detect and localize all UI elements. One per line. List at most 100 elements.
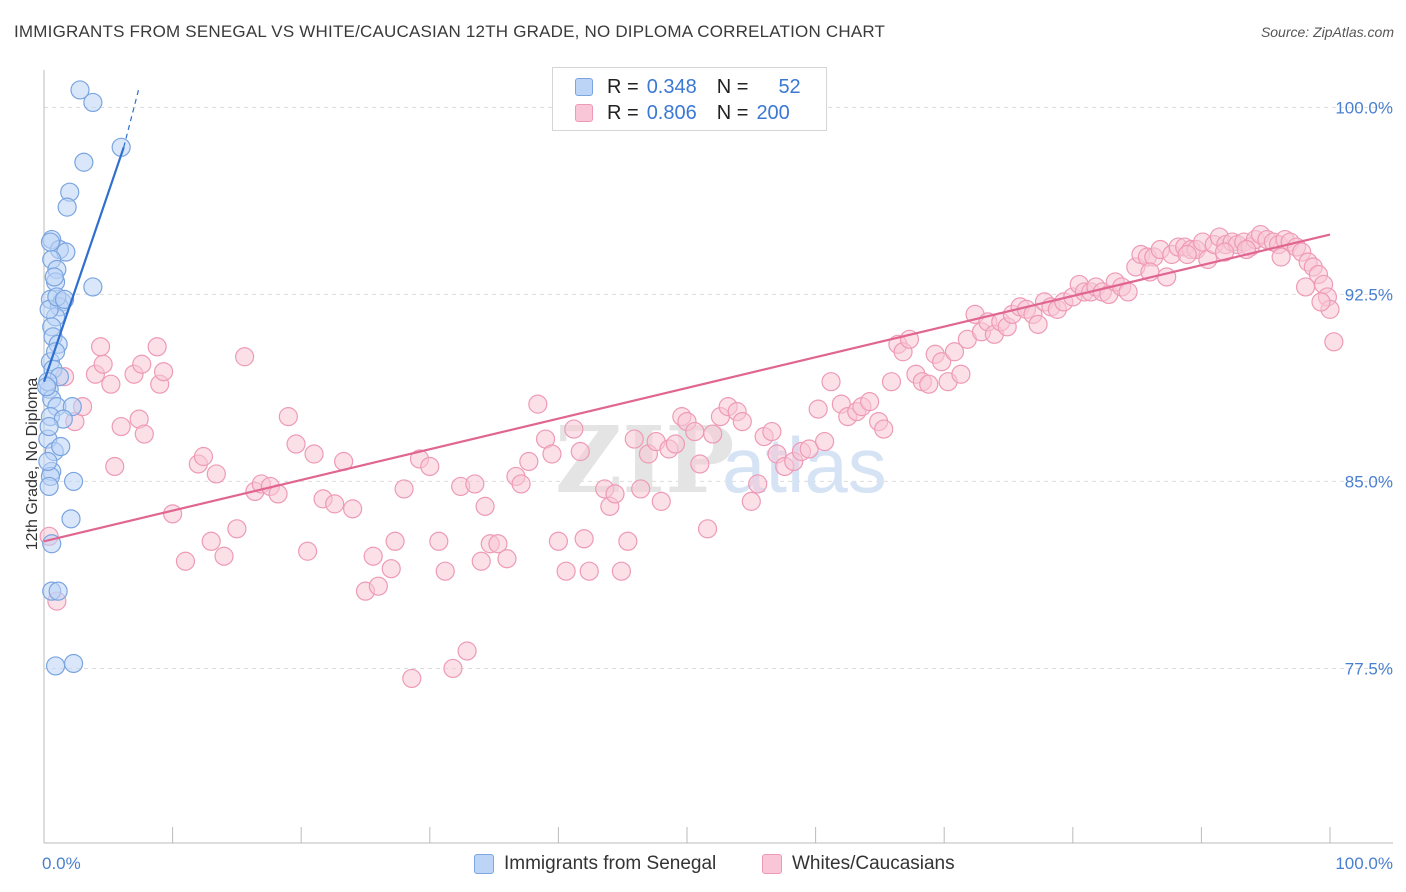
data-point <box>511 474 531 494</box>
data-point <box>93 354 113 374</box>
data-point <box>951 364 971 384</box>
bottom-legend-swatch-pink <box>762 854 782 874</box>
x-tick-labels: 0.0% 100.0% <box>42 854 1393 873</box>
chart-title: IMMIGRANTS FROM SENEGAL VS WHITE/CAUCASI… <box>14 22 886 41</box>
legend-n-label: N = <box>716 75 749 98</box>
data-point <box>542 444 562 464</box>
legend-r-label: R = <box>607 101 639 124</box>
data-point <box>748 474 768 494</box>
data-point <box>1271 247 1291 267</box>
data-point <box>402 668 422 689</box>
data-point <box>105 456 125 477</box>
data-point <box>1214 242 1235 262</box>
data-point <box>631 479 651 499</box>
data-point <box>134 424 154 444</box>
data-point <box>1311 292 1331 312</box>
data-point <box>690 454 710 474</box>
legend-r-value: 0.348 <box>646 75 697 98</box>
data-point <box>63 653 84 674</box>
data-point <box>808 399 828 419</box>
data-point <box>1295 277 1316 297</box>
y-tick-label: 77.5% <box>1345 659 1393 678</box>
data-point <box>206 464 226 484</box>
trend-line-extension <box>123 87 140 148</box>
data-point <box>579 561 599 581</box>
data-point <box>57 197 77 217</box>
data-point <box>147 337 167 357</box>
data-point <box>881 372 902 392</box>
data-point <box>39 476 59 497</box>
legend-swatch-blue <box>575 78 593 96</box>
data-point <box>101 374 121 394</box>
legend-swatch-pink <box>575 104 593 122</box>
data-points <box>36 80 1344 689</box>
data-point <box>286 434 306 454</box>
data-point <box>201 531 221 551</box>
data-point <box>651 491 671 511</box>
data-point <box>45 342 66 362</box>
data-point <box>39 416 59 437</box>
data-point <box>343 499 363 519</box>
data-point <box>519 451 539 472</box>
data-point <box>548 531 569 551</box>
data-point <box>83 277 103 297</box>
data-point <box>821 372 841 392</box>
data-point <box>44 267 64 287</box>
gridlines <box>44 106 1393 669</box>
source-label: Source: ZipAtlas.com <box>1260 24 1394 40</box>
data-point <box>304 444 324 464</box>
y-tick-labels: 77.5% 85.0% 92.5% 100.0% <box>1335 98 1393 678</box>
data-point <box>48 581 68 601</box>
data-point <box>111 416 131 437</box>
data-point <box>51 436 71 457</box>
data-point <box>932 352 952 372</box>
data-point <box>153 362 174 382</box>
data-point <box>685 421 705 442</box>
data-point <box>381 559 401 579</box>
data-point <box>665 434 686 454</box>
data-point <box>443 658 463 679</box>
data-point <box>732 411 752 432</box>
data-point <box>1177 244 1197 265</box>
data-point <box>175 551 196 571</box>
data-point <box>741 491 761 511</box>
data-point <box>163 504 183 524</box>
data-point <box>762 421 782 442</box>
data-point <box>36 377 57 397</box>
legend-n-label: N = <box>716 101 749 124</box>
data-point <box>214 546 234 566</box>
data-point <box>697 519 718 539</box>
data-point <box>435 561 455 581</box>
data-point <box>703 424 723 444</box>
data-point <box>298 541 318 561</box>
bottom-legend-label: Immigrants from Senegal <box>504 853 717 874</box>
data-point <box>475 496 495 516</box>
data-point <box>605 484 625 504</box>
x-tick-label: 0.0% <box>42 854 81 873</box>
data-point <box>570 441 590 462</box>
legend-n-value: 200 <box>756 101 790 124</box>
data-point <box>368 576 388 596</box>
data-point <box>574 529 594 549</box>
x-tick-label: 100.0% <box>1335 854 1393 873</box>
trend-line-whites <box>43 233 1331 543</box>
data-point <box>860 392 880 412</box>
y-tick-label: 92.5% <box>1345 285 1393 304</box>
data-point <box>363 546 383 566</box>
bottom-legend-swatch-blue <box>474 854 494 874</box>
data-point <box>944 342 965 362</box>
data-point <box>1028 314 1048 334</box>
data-point <box>611 561 632 581</box>
data-point <box>624 429 644 449</box>
data-point <box>618 531 638 551</box>
data-point <box>874 419 894 439</box>
data-point <box>132 354 152 374</box>
data-point <box>74 152 94 172</box>
data-point <box>90 337 111 357</box>
data-point <box>1157 267 1177 287</box>
data-point <box>919 374 939 394</box>
data-point <box>45 656 66 676</box>
data-point <box>227 519 247 539</box>
data-point <box>556 561 576 581</box>
data-point <box>815 431 835 452</box>
